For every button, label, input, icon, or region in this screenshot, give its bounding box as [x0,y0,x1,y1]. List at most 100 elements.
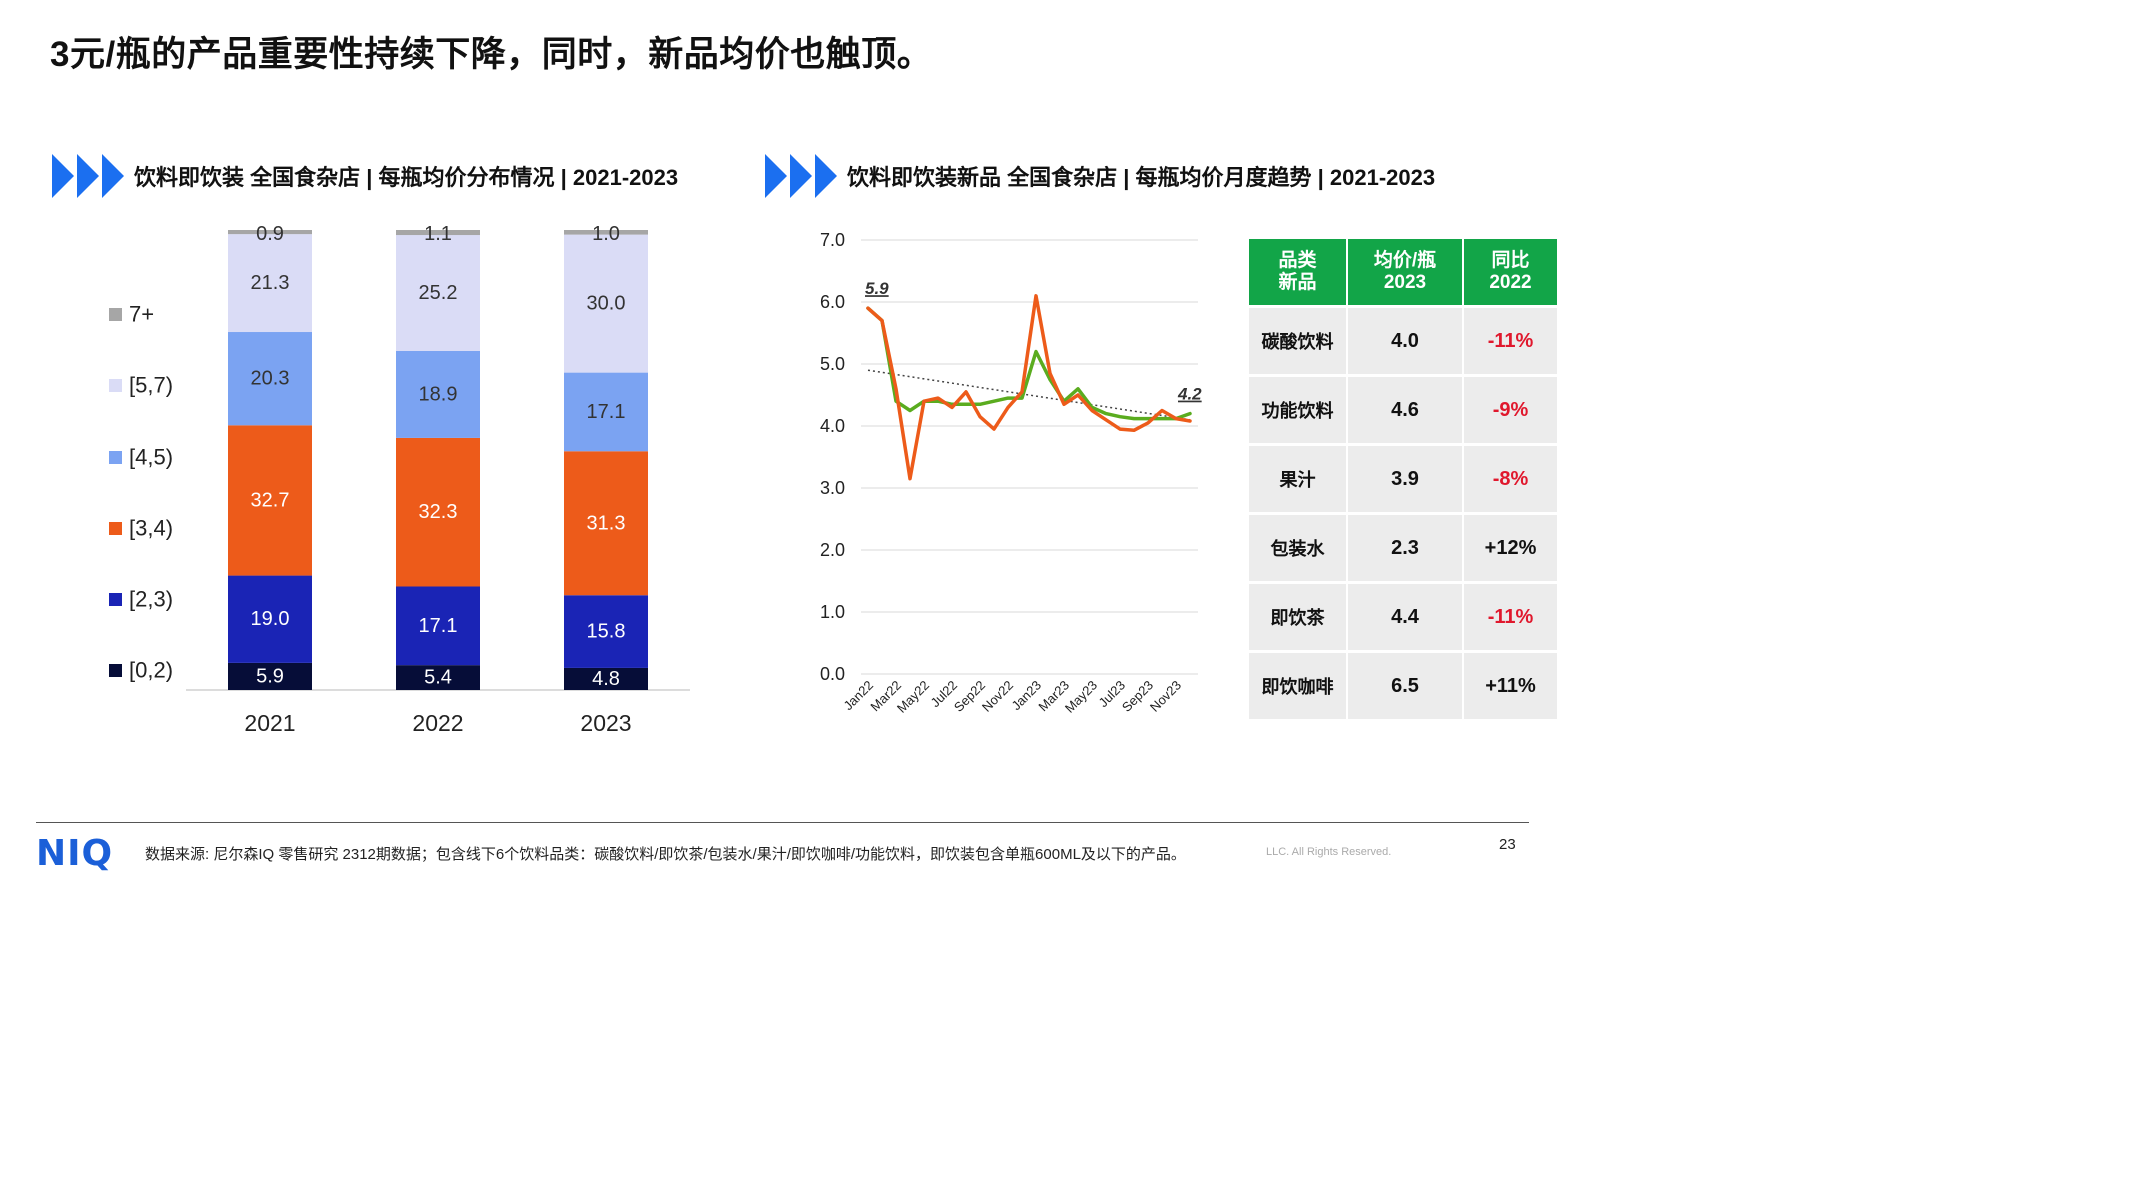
legend-swatch [109,379,122,392]
bar-segment [228,575,312,663]
triple-chevron-icon [765,154,839,198]
y-tick-label: 4.0 [820,416,845,436]
table-cell-category: 功能饮料 [1249,374,1348,443]
bar-segment [228,234,312,333]
x-tick-label: Nov22 [979,678,1016,715]
right-section-header: 饮料即饮装新品 全国食杂店 | 每瓶均价月度趋势 | 2021-2023 [765,152,1435,200]
header-category-line1: 品类 [1278,250,1317,271]
x-tick-label: 2023 [580,710,631,736]
bar-data-label: 1.0 [592,223,620,245]
bar-segment [228,425,312,576]
legend-label: [5,7) [129,373,173,398]
bar-segment [228,332,312,426]
table-cell-yoy: +12% [1464,512,1557,581]
bar-segment [228,230,312,235]
table-cell-yoy: -11% [1464,305,1557,374]
legend-swatch [109,308,122,321]
trendline [867,369,1191,421]
table-row: 即饮茶 4.4 -11% [1249,581,1557,650]
table-cell-price: 4.6 [1348,374,1464,443]
bar-segment [564,595,648,668]
bar-segment [396,665,480,690]
bar-data-label: 17.1 [587,401,626,423]
table-cell-price: 2.3 [1348,512,1464,581]
table-row: 包装水 2.3 +12% [1249,512,1557,581]
bar-segment [564,451,648,596]
bar-data-label: 30.0 [587,293,626,315]
bar-data-label: 19.0 [251,608,290,630]
page-number: 23 [1499,836,1516,853]
table-header-row: 品类 新品 均价/瓶 2023 同比 2022 [1249,239,1557,305]
table-cell-category: 碳酸饮料 [1249,305,1348,374]
header-category-line2: 新品 [1278,272,1317,293]
table-cell-category: 即饮茶 [1249,581,1348,650]
annotation-end-value: 4.2 [1177,385,1202,404]
page-title: 3元/瓶的产品重要性持续下降，同时，新品均价也触顶。 [50,35,933,74]
bar-segment [564,667,648,690]
header-yoy: 同比 2022 [1464,239,1557,305]
table-row: 即饮咖啡 6.5 +11% [1249,650,1557,719]
bar-segment [564,230,648,235]
table-row: 果汁 3.9 -8% [1249,443,1557,512]
x-tick-label: Sep23 [1119,678,1156,715]
line-series [866,294,1192,481]
bar-segment [396,586,480,666]
bar-data-label: 32.7 [251,489,290,511]
header-price-line2: 2023 [1383,272,1427,293]
x-tick-label: May23 [1062,678,1100,716]
bar-segment [396,235,480,351]
bar-data-label: 20.3 [251,368,290,390]
header-category: 品类 新品 [1249,239,1348,305]
bar-segment [228,662,312,690]
left-section-header: 饮料即饮装 全国食杂店 | 每瓶均价分布情况 | 2021-2023 [52,152,678,200]
table-cell-price: 4.4 [1348,581,1464,650]
y-tick-label: 3.0 [820,478,845,498]
header-yoy-line1: 同比 [1491,250,1530,271]
table-cell-category: 果汁 [1249,443,1348,512]
bar-segment [564,372,648,452]
bar-data-label: 18.9 [419,383,458,405]
table-cell-price: 3.9 [1348,443,1464,512]
bar-data-label: 0.9 [256,223,284,245]
header-price: 均价/瓶 2023 [1348,239,1464,305]
line-series [866,306,1192,421]
right-chart-subtitle: 饮料即饮装新品 全国食杂店 | 每瓶均价月度趋势 | 2021-2023 [847,165,1436,190]
bar-data-label: 5.9 [256,665,284,687]
bar-data-label: 5.4 [424,667,452,689]
footer-source-note: 数据来源: 尼尔森IQ 零售研究 2312期数据；包含线下6个饮料品类：碳酸饮料… [145,846,1186,863]
copyright-text: LLC. All Rights Reserved. [1266,846,1392,858]
bar-data-label: 4.8 [592,668,620,690]
table-cell-price: 6.5 [1348,650,1464,719]
bar-data-label: 32.3 [419,501,458,523]
legend-swatch [109,451,122,464]
left-chart-subtitle: 饮料即饮装 全国食杂店 | 每瓶均价分布情况 | 2021-2023 [134,165,679,190]
legend-swatch [109,593,122,606]
stacked-bar-chart: 5.9 19.0 32.7 20.3 21.3 0.9 2021 5.4 17.1 32.3 18.… [109,223,690,736]
legend-label: 7+ [129,302,154,327]
y-tick-label: 2.0 [820,540,845,560]
legend-label: [4,5) [129,445,173,470]
table-cell-yoy: +11% [1464,650,1557,719]
bar-data-label: 15.8 [587,621,626,643]
y-tick-label: 7.0 [820,230,845,250]
niq-logo: NIQ [36,833,114,874]
header-yoy-line2: 2022 [1489,272,1532,293]
table-cell-price: 4.0 [1348,305,1464,374]
bar-segment [564,234,648,373]
legend-label: [0,2) [129,658,173,683]
bar-segment [396,350,480,438]
x-tick-label: 2021 [244,710,295,736]
annotation-start-value: 5.9 [865,279,889,298]
y-tick-label: 1.0 [820,602,845,622]
x-tick-label: Nov23 [1147,678,1184,715]
table-cell-category: 即饮咖啡 [1249,650,1348,719]
legend-label: [2,3) [129,587,173,612]
bar-data-label: 1.1 [424,223,452,245]
y-tick-label: 0.0 [820,664,845,684]
x-tick-label: May22 [894,678,932,716]
table-cell-yoy: -11% [1464,581,1557,650]
bar-data-label: 25.2 [419,282,458,304]
legend-label: [3,4) [129,516,173,541]
bar-data-label: 31.3 [587,512,626,534]
table-cell-yoy: -8% [1464,443,1557,512]
